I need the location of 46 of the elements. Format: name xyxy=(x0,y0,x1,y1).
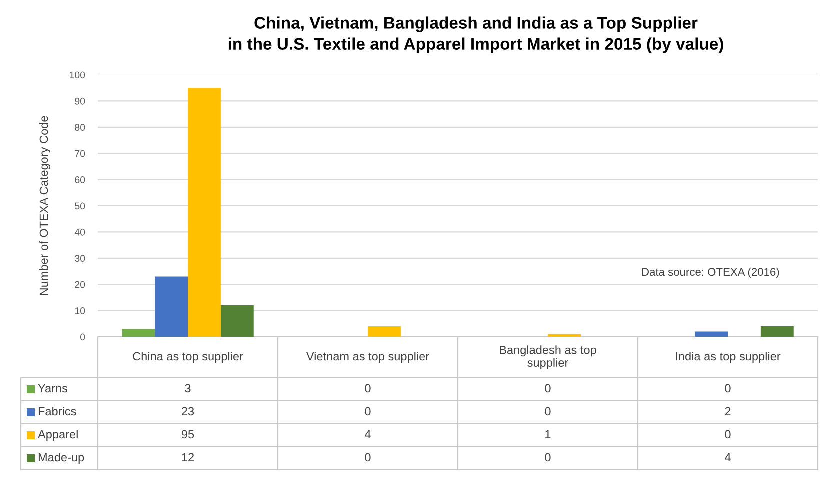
y-tick-label: 90 xyxy=(75,98,86,105)
data-label: 0 xyxy=(725,430,731,439)
y-tick-label: 50 xyxy=(75,202,86,210)
data-label: 0 xyxy=(725,384,731,393)
legend-label: Made-up xyxy=(38,452,84,464)
y-tick-label: 40 xyxy=(74,228,86,236)
y-tick-label: 70 xyxy=(75,150,86,158)
y-tick-label: 10 xyxy=(75,308,86,314)
bar xyxy=(155,276,188,337)
bar xyxy=(122,329,156,337)
data-label: 0 xyxy=(365,453,371,462)
data-label: 0 xyxy=(545,453,551,462)
data-label: 12 xyxy=(182,453,194,462)
data-label: 2 xyxy=(725,407,731,416)
data-label: 0 xyxy=(545,407,551,416)
data-label: 0 xyxy=(365,384,371,393)
data-label: 3 xyxy=(185,384,191,393)
y-tick-label: 20 xyxy=(75,281,86,288)
legend-label: Fabrics xyxy=(38,406,76,416)
annotation: Data source: OTEXA (2016) xyxy=(642,268,780,278)
bar xyxy=(760,326,794,337)
y-tick-label: 80 xyxy=(75,124,86,132)
legend-label: Yarns xyxy=(38,384,68,393)
data-label: 0 xyxy=(545,384,551,393)
legend-label: Apparel xyxy=(38,430,78,442)
y-axis-title: Number of OTEXA Category Code xyxy=(40,116,51,296)
bar xyxy=(368,326,401,337)
y-tick-label: 100 xyxy=(70,72,86,79)
x-tick-label: India as top supplier xyxy=(676,352,781,364)
x-tick-label: Bangladesh as top supplier xyxy=(500,346,596,370)
y-tick-label: 0 xyxy=(80,334,86,341)
y-tick-label: 30 xyxy=(75,255,86,262)
x-tick-label: China as top supplier xyxy=(133,352,244,364)
chart-title: China, Vietnam, Bangladesh and India as a Top Supplier in the U.S. Textile and Apparel Import Market in 2015 (by value) xyxy=(228,16,724,54)
data-label: 23 xyxy=(182,407,194,416)
data-label: 1 xyxy=(546,430,551,439)
bar xyxy=(695,332,728,337)
y-tick-label: 60 xyxy=(75,176,86,184)
data-label: 95 xyxy=(182,430,194,439)
bar xyxy=(548,334,581,337)
bar xyxy=(188,88,221,337)
bar xyxy=(220,306,254,337)
data-label: 4 xyxy=(724,453,731,462)
data-label: 4 xyxy=(364,430,371,439)
x-tick-label: Vietnam as top supplier xyxy=(306,352,430,364)
data-label: 0 xyxy=(365,407,371,416)
